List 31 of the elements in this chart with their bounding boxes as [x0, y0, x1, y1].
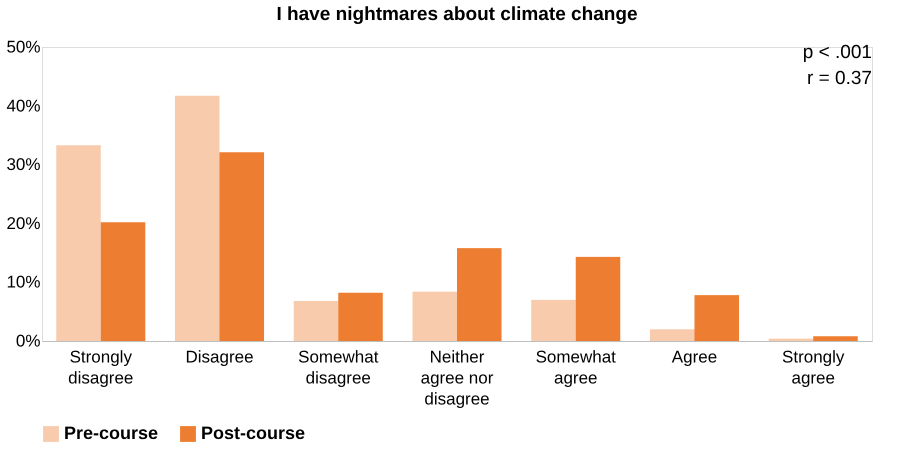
- x-tick-label: Strongly agree: [782, 348, 845, 388]
- y-tick-label: 40%: [6, 96, 40, 116]
- bar: [650, 329, 694, 341]
- x-tick-label: Disagree: [185, 348, 254, 366]
- chart-title: I have nightmares about climate change: [276, 4, 638, 25]
- legend-label: Pre-course: [64, 423, 158, 443]
- annotation: p < .001: [802, 42, 872, 63]
- bar: [412, 292, 457, 341]
- y-tick-label: 20%: [6, 214, 40, 233]
- x-tick-label: Strongly disagree: [68, 348, 134, 388]
- legend-label: Post-course: [201, 423, 306, 443]
- bar: [457, 248, 502, 341]
- bar: [100, 222, 146, 341]
- bar: [531, 300, 576, 341]
- bar: [174, 96, 220, 341]
- y-tick-label: 50%: [6, 38, 40, 56]
- bar: [338, 292, 383, 341]
- y-tick-label: 0%: [16, 332, 40, 350]
- bar: [56, 145, 101, 341]
- bar: [220, 152, 264, 341]
- bar: [813, 336, 858, 341]
- x-tick-label: Somewhat disagree: [298, 348, 379, 388]
- bar: [294, 301, 338, 341]
- y-tick-label: 10%: [6, 272, 40, 292]
- bar: [694, 295, 740, 341]
- y-tick-label: 30%: [6, 155, 40, 174]
- x-tick-label: Agree: [672, 348, 718, 366]
- x-tick-label: Neither agree nor disagree: [420, 348, 494, 408]
- bar: [576, 256, 620, 341]
- x-tick-label: Somewhat agree: [536, 348, 616, 388]
- annotation: r = 0.37: [807, 68, 872, 89]
